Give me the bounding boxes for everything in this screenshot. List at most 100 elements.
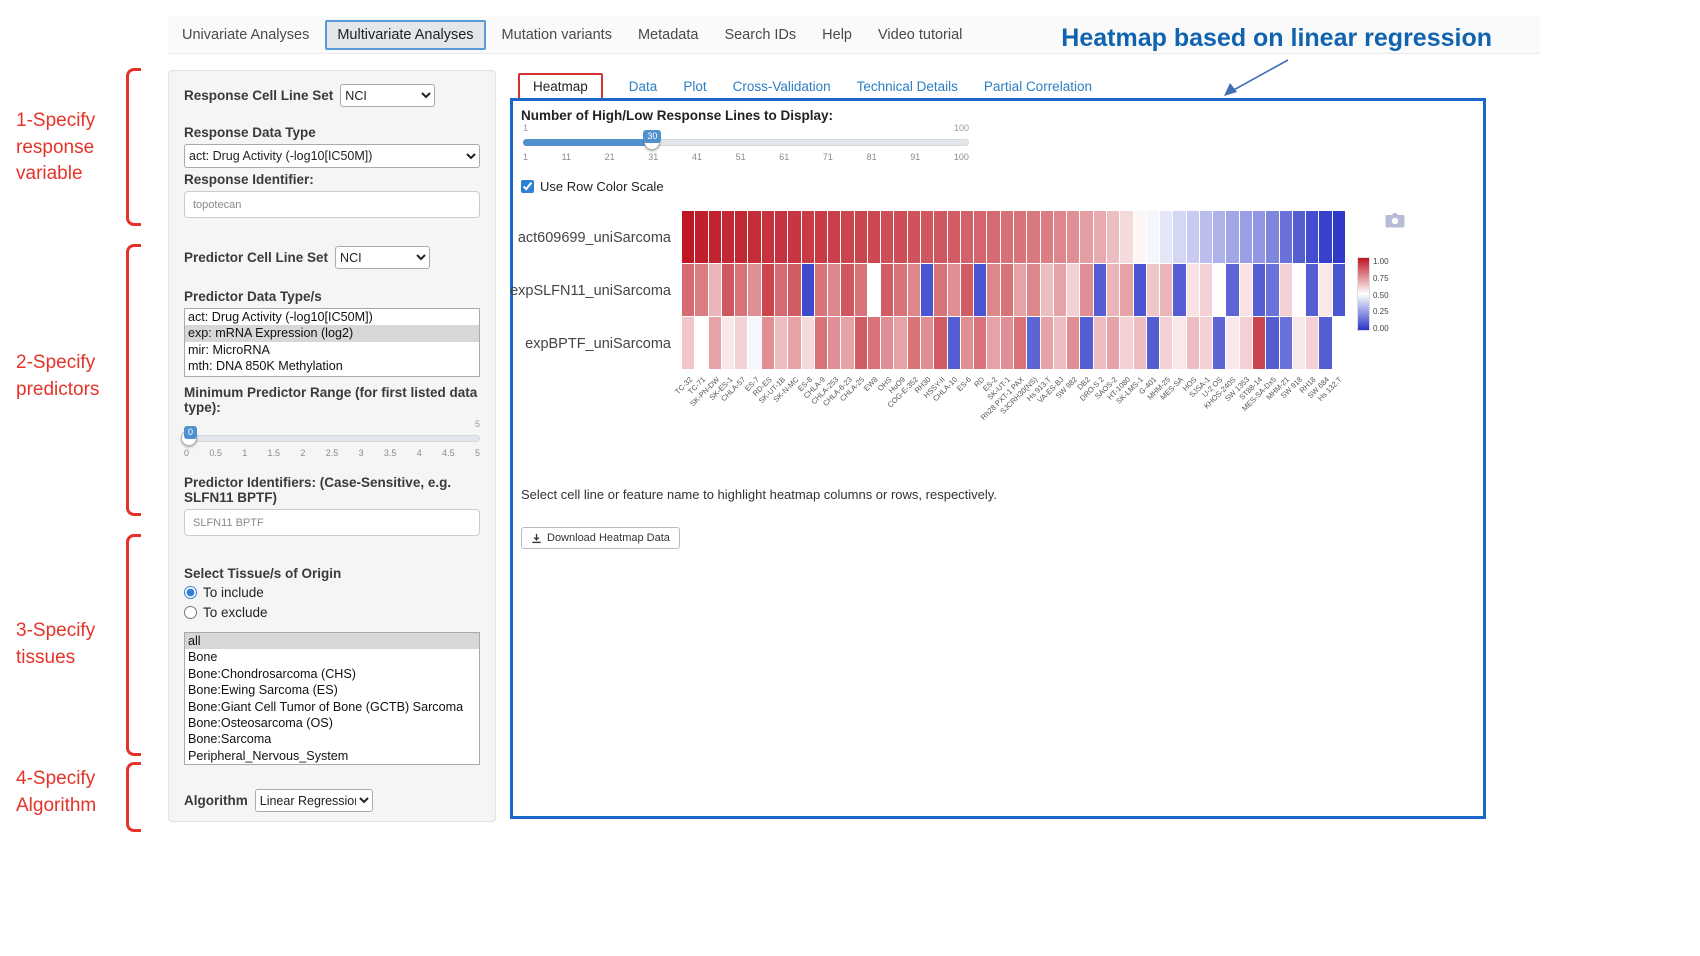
heatmap-cell[interactable] [974, 264, 987, 316]
heatmap-cell[interactable] [1186, 317, 1199, 369]
heatmap-cell[interactable] [1106, 211, 1120, 263]
heatmap-cell[interactable] [1226, 211, 1239, 263]
heatmap-cell[interactable] [987, 317, 1000, 369]
heatmap-cell[interactable] [814, 317, 828, 369]
nav-tab-search-ids[interactable]: Search IDs [724, 26, 797, 43]
heatmap-cell[interactable] [987, 264, 1000, 316]
heatmap-cell[interactable] [748, 211, 761, 263]
heatmap-cell[interactable] [1253, 264, 1266, 316]
heatmap-cell[interactable] [721, 211, 735, 263]
heatmap-cell[interactable] [1266, 211, 1279, 263]
heatmap-cell[interactable] [1226, 264, 1239, 316]
tissue-option-all[interactable]: all [185, 633, 479, 650]
heatmap-cell[interactable] [1266, 264, 1279, 316]
heatmap-cell[interactable] [1133, 211, 1146, 263]
heatmap-cell[interactable] [934, 317, 947, 369]
heatmap-cell[interactable] [1173, 317, 1186, 369]
heatmap-cell[interactable] [761, 317, 774, 369]
heatmap-cell[interactable] [867, 211, 881, 263]
camera-icon[interactable] [1385, 213, 1405, 229]
heatmap-cell[interactable] [708, 211, 721, 263]
response-cell-line-set-select[interactable]: NCI [340, 84, 436, 107]
heatmap-cell[interactable] [1080, 211, 1093, 263]
heatmap-cell[interactable] [907, 211, 921, 263]
heatmap-cell[interactable] [1040, 317, 1053, 369]
heatmap-cell[interactable] [960, 211, 974, 263]
heatmap-cell[interactable] [1040, 264, 1053, 316]
predictor-type-option-mth-dna-850k-methylation[interactable]: mth: DNA 850K Methylation [188, 359, 343, 374]
heatmap-cell[interactable] [1306, 317, 1319, 369]
heatmap-cell[interactable] [801, 317, 814, 369]
nav-tab-metadata[interactable]: Metadata [637, 26, 699, 43]
heatmap-cell[interactable] [1279, 264, 1292, 316]
heatmap-cell[interactable] [748, 317, 761, 369]
heatmap-cell[interactable] [695, 264, 708, 316]
heatmap-cell[interactable] [1160, 317, 1173, 369]
heatmap-cell[interactable] [1199, 211, 1213, 263]
heatmap-cell[interactable] [1332, 211, 1345, 263]
response-identifier-input[interactable] [184, 191, 480, 218]
heatmap-cell[interactable] [788, 211, 801, 263]
heatmap-cell[interactable] [1133, 264, 1146, 316]
heatmap-cell[interactable] [788, 317, 801, 369]
heatmap-cell[interactable] [921, 317, 934, 369]
min-predictor-range-slider[interactable]: 5 0 0 0.5 1 1.5 2 2.5 3 3.5 4 4.5 5 [181, 419, 480, 465]
heatmap-cell[interactable] [1067, 264, 1080, 316]
response-lines-slider[interactable]: 1 100 30 1 11 21 31 41 51 61 71 81 91 100 [523, 123, 969, 169]
heatmap-cell[interactable] [1173, 211, 1186, 263]
heatmap-cell[interactable] [841, 264, 854, 316]
heatmap-cell[interactable] [947, 317, 960, 369]
heatmap-cell[interactable] [1067, 211, 1080, 263]
heatmap-cell[interactable] [907, 317, 921, 369]
heatmap-cell[interactable] [1279, 317, 1292, 369]
heatmap-cell[interactable] [974, 317, 987, 369]
heatmap-cell[interactable] [947, 264, 960, 316]
heatmap-cell[interactable] [1080, 264, 1093, 316]
heatmap-cell[interactable] [907, 264, 921, 316]
algorithm-select[interactable]: Linear Regression [254, 789, 373, 812]
heatmap-cell[interactable] [1160, 211, 1173, 263]
heatmap-cell[interactable] [1027, 264, 1040, 316]
heatmap-cell[interactable] [1000, 211, 1013, 263]
download-heatmap-data-button[interactable]: Download Heatmap Data [521, 527, 680, 549]
tab-heatmap[interactable]: Heatmap [518, 72, 603, 100]
heatmap-cell[interactable] [1013, 317, 1027, 369]
heatmap-cell[interactable] [1053, 264, 1067, 316]
nav-tab-video-tutorial[interactable]: Video tutorial [878, 26, 963, 43]
tissue-include-radio-row[interactable]: To include [184, 585, 480, 600]
heatmap-cell[interactable] [1053, 211, 1067, 263]
heatmap-cell[interactable] [1332, 264, 1345, 316]
heatmap-cell[interactable] [1000, 264, 1013, 316]
heatmap-cell[interactable] [1213, 317, 1226, 369]
heatmap-cell[interactable] [761, 211, 774, 263]
heatmap-cell[interactable] [828, 264, 841, 316]
heatmap-cell[interactable] [814, 211, 828, 263]
heatmap-cell[interactable] [1013, 211, 1027, 263]
heatmap-cell[interactable] [1146, 264, 1160, 316]
predictor-type-option-act-drug-activity-log10-ic50m[interactable]: act: Drug Activity (-log10[IC50M]) [188, 310, 373, 324]
heatmap-cell[interactable] [867, 317, 881, 369]
predictor-data-type-list[interactable]: act: Drug Activity (-log10[IC50M]) exp: m… [184, 308, 480, 377]
heatmap-cell[interactable] [1173, 264, 1186, 316]
heatmap-cell[interactable] [682, 264, 695, 316]
heatmap-cell[interactable] [828, 317, 841, 369]
nav-tab-multivariate-analyses[interactable]: Multivariate Analyses [325, 19, 486, 50]
heatmap-cell[interactable] [1146, 211, 1160, 263]
heatmap-cell[interactable] [1067, 317, 1080, 369]
heatmap-cell[interactable] [801, 211, 814, 263]
heatmap-cell[interactable] [1120, 211, 1133, 263]
tissue-exclude-radio-row[interactable]: To exclude [184, 605, 480, 620]
heatmap-cell[interactable] [1199, 317, 1213, 369]
tissue-option-bone-chondrosarcoma-chs[interactable]: Bone:Chondrosarcoma (CHS) [188, 666, 356, 681]
heatmap-cell[interactable] [735, 317, 748, 369]
tissue-option-bone-ewing-sarcoma-es[interactable]: Bone:Ewing Sarcoma (ES) [188, 683, 338, 698]
heatmap-cell[interactable] [1226, 317, 1239, 369]
range-slider-track[interactable] [184, 435, 480, 442]
heatmap-cell[interactable] [774, 317, 788, 369]
tissue-option-bone-sarcoma[interactable]: Bone:Sarcoma [188, 732, 272, 747]
heatmap-cell[interactable] [695, 317, 708, 369]
heatmap-cell[interactable] [867, 264, 881, 316]
heatmap-cell[interactable] [934, 264, 947, 316]
heatmap-cell[interactable] [748, 264, 761, 316]
heatmap-cell[interactable] [1199, 264, 1213, 316]
